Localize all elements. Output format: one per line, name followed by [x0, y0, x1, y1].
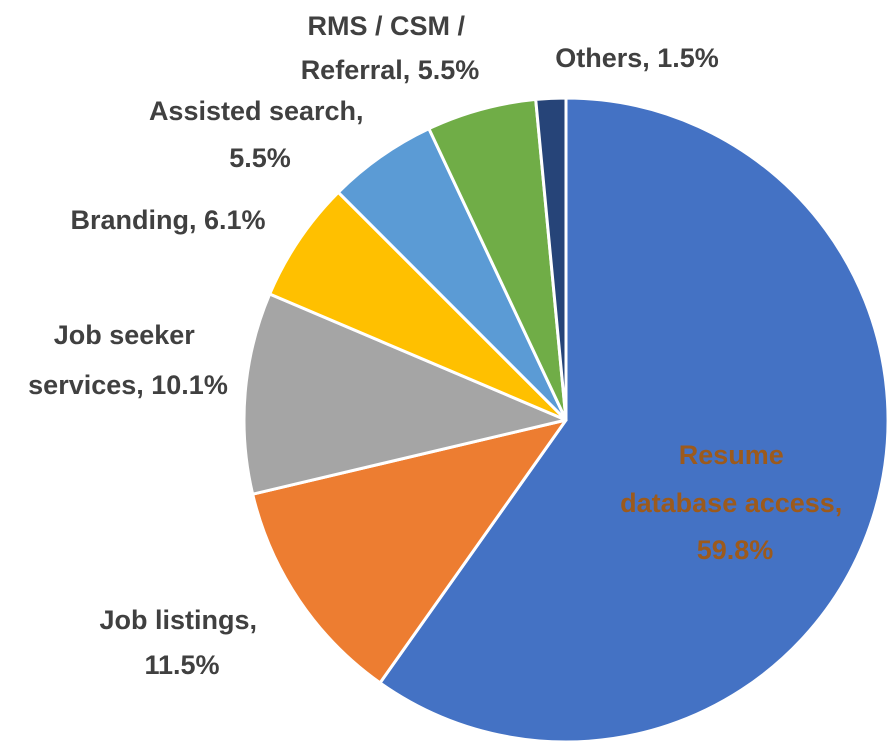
label-line: Job seeker	[54, 320, 203, 350]
label-line: 5.5%	[229, 143, 291, 173]
pie-slice	[242, 292, 568, 496]
data-label: RMS / CSM / Referral, 5.5%	[301, 11, 480, 85]
pie-slice	[268, 190, 568, 422]
data-label: Job seeker services, 10.1%	[28, 320, 228, 400]
label-line: RMS / CSM /	[307, 11, 472, 41]
data-label: Assisted search, 5.5%	[149, 96, 371, 173]
label-line: database access,	[620, 488, 850, 518]
label-line: Resume	[679, 440, 792, 470]
label-line: services, 10.1%	[28, 370, 228, 400]
label-line: Assisted search,	[149, 96, 371, 126]
label-line: 59.8%	[697, 535, 774, 565]
pie-slice	[378, 96, 888, 744]
label-line: Branding, 6.1%	[70, 205, 265, 235]
data-label: Job listings, 11.5%	[99, 605, 264, 680]
pie-slice	[251, 418, 568, 685]
data-label: Others, 1.5%	[555, 43, 719, 73]
label-line: 11.5%	[144, 650, 219, 680]
data-label: Resume database access, 59.8%	[620, 440, 850, 565]
label-line: Others, 1.5%	[555, 43, 719, 73]
label-line: Referral, 5.5%	[301, 55, 480, 85]
pie-slice	[534, 96, 568, 422]
label-line: Job listings,	[99, 605, 264, 635]
data-label: Branding, 6.1%	[70, 205, 265, 235]
